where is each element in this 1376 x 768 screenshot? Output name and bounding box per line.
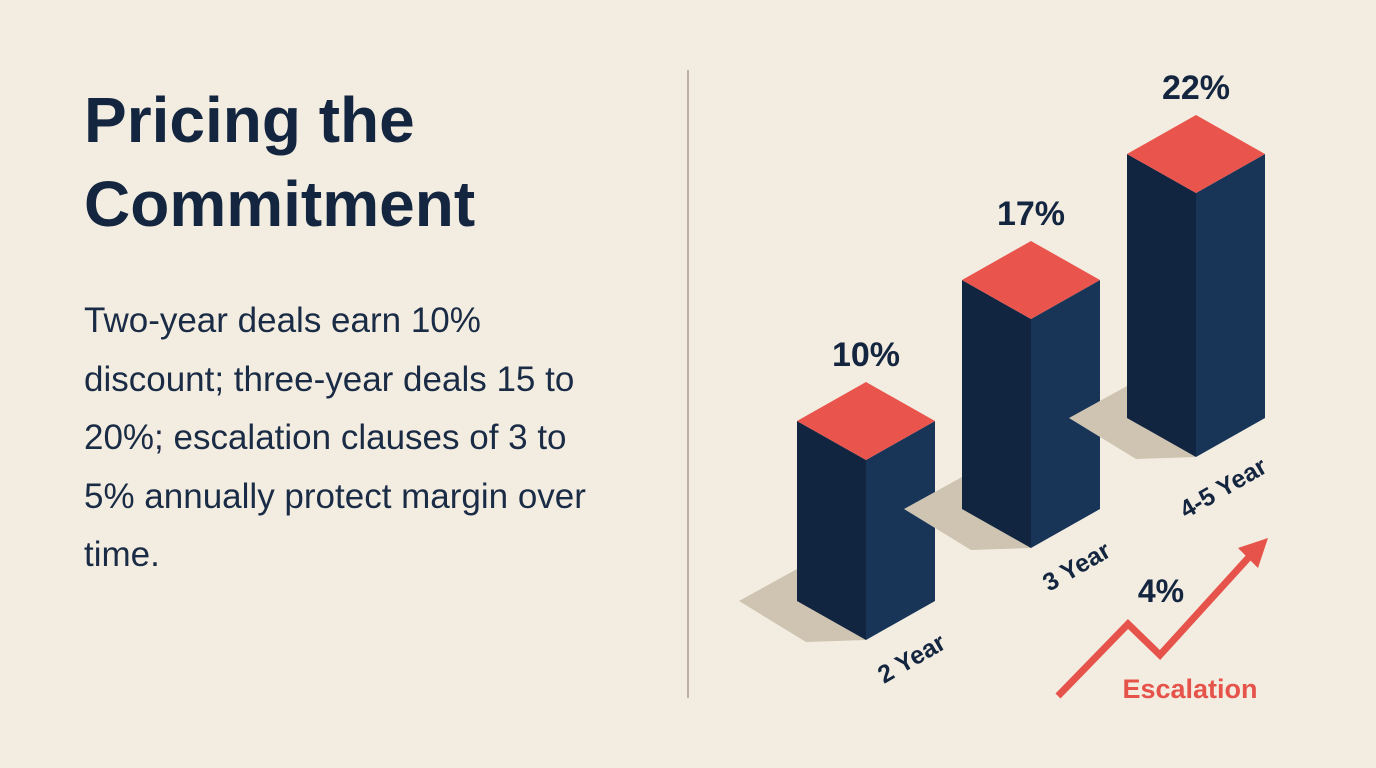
escalation-value: 4% <box>1138 573 1184 609</box>
category-label: 3 Year <box>1038 536 1116 597</box>
bar-right-face <box>1196 154 1265 457</box>
divider <box>687 70 689 698</box>
arrow-head <box>1238 538 1268 568</box>
bar-right-face <box>1031 280 1100 548</box>
page-title: Pricing the Commitment <box>84 84 476 240</box>
category-label: 2 Year <box>873 628 951 689</box>
category-label: 4-5 Year <box>1175 452 1272 524</box>
bar-top-face <box>797 382 935 460</box>
escalation-annotation: 4% Escalation <box>1055 538 1268 704</box>
bar-top-face <box>1127 115 1265 193</box>
bar-shadow <box>904 477 1031 550</box>
trend-up-arrow-icon <box>1055 553 1253 699</box>
body-text: Two-year deals earn 10% discount; three-… <box>84 301 586 574</box>
bar-left-face <box>1127 154 1196 457</box>
bar-value-label: 10% <box>832 336 900 374</box>
bar-value-label: 17% <box>997 195 1065 233</box>
bar-shadow <box>1069 386 1196 459</box>
bar-2: 17% 3 Year <box>904 195 1116 597</box>
bar-value-label: 22% <box>1162 69 1230 107</box>
bar-left-face <box>797 421 866 640</box>
escalation-label: Escalation <box>1122 674 1257 704</box>
bar-top-face <box>962 241 1100 319</box>
bar-left-face <box>962 280 1031 548</box>
bar-right-face <box>866 421 935 640</box>
bar-shadow <box>739 569 866 642</box>
